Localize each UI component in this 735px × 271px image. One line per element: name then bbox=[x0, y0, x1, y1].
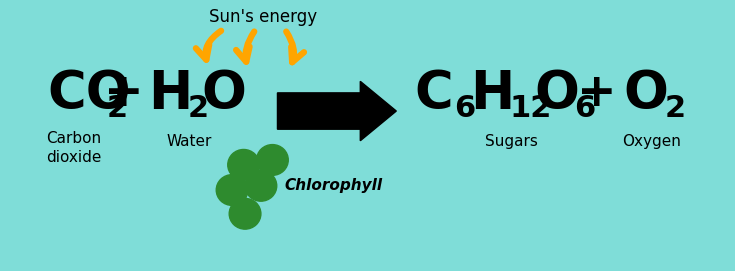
Text: H: H bbox=[470, 67, 514, 120]
Text: O: O bbox=[623, 67, 668, 120]
Text: Sugars: Sugars bbox=[485, 134, 538, 149]
Circle shape bbox=[228, 150, 259, 180]
Circle shape bbox=[245, 170, 277, 201]
Text: Chlorophyll: Chlorophyll bbox=[284, 178, 383, 193]
Circle shape bbox=[216, 175, 248, 205]
Text: CO: CO bbox=[47, 67, 131, 120]
Text: 2: 2 bbox=[187, 94, 209, 124]
Text: Water: Water bbox=[166, 134, 212, 149]
Text: Carbon
dioxide: Carbon dioxide bbox=[46, 131, 101, 166]
Text: 6: 6 bbox=[574, 94, 595, 124]
Circle shape bbox=[257, 145, 288, 175]
Text: Sun's energy: Sun's energy bbox=[209, 8, 317, 26]
Text: O: O bbox=[202, 67, 247, 120]
Text: 12: 12 bbox=[509, 94, 552, 124]
Text: H: H bbox=[148, 67, 192, 120]
FancyArrow shape bbox=[278, 81, 396, 141]
Text: 6: 6 bbox=[454, 94, 476, 124]
Text: +: + bbox=[104, 71, 144, 116]
Circle shape bbox=[229, 198, 261, 229]
Text: O: O bbox=[534, 67, 579, 120]
Text: Oxygen: Oxygen bbox=[623, 134, 681, 149]
Text: C: C bbox=[415, 67, 453, 120]
Text: +: + bbox=[577, 71, 617, 116]
Text: 2: 2 bbox=[107, 94, 128, 124]
Text: 2: 2 bbox=[664, 94, 686, 124]
